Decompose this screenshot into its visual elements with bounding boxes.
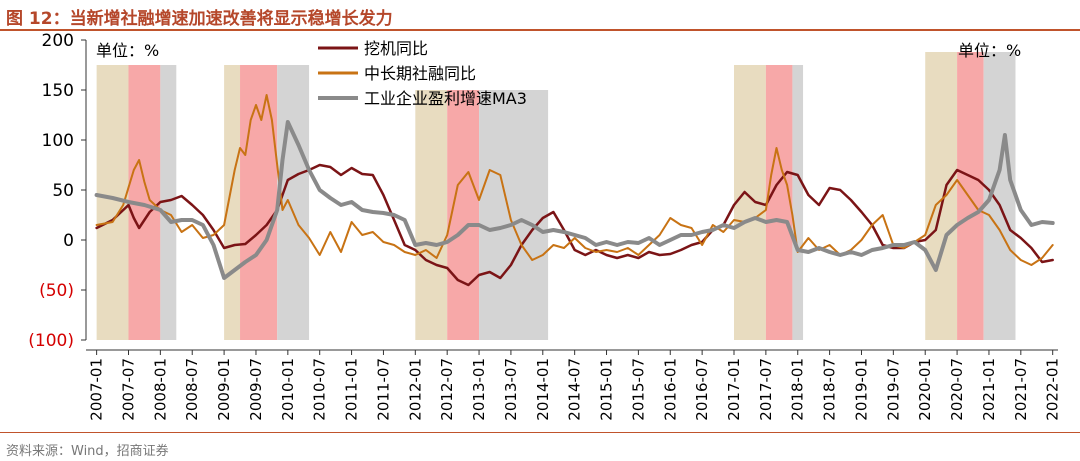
x-tick-label: 2011-07 — [374, 358, 392, 421]
x-tick-label: 2012-07 — [438, 358, 456, 421]
y-tick-label: 200 — [42, 31, 74, 51]
x-tick-label: 2009-07 — [247, 358, 265, 421]
shade-gray-2 — [160, 65, 177, 340]
x-tick-label: 2017-01 — [725, 358, 743, 421]
y-tick-label: 50 — [52, 181, 74, 201]
x-tick-label: 2007-07 — [119, 358, 137, 421]
source-note: 资料来源：Wind，招商证券 — [6, 444, 169, 459]
x-tick-label: 2021-07 — [1012, 358, 1030, 421]
series-line-3 — [94, 120, 1055, 280]
x-tick-labels: 2007-01 2007-07 2008-01 2008-07 2009-01 2009-… — [88, 358, 1062, 421]
x-tick-label: 2018-07 — [821, 358, 839, 421]
x-tick-label: 2019-01 — [852, 358, 870, 421]
shade-beige-6 — [415, 90, 448, 340]
figure-title: 图 12：当新增社融增速加速改善将显示稳增长发力 — [6, 9, 393, 29]
shade-beige-3 — [224, 65, 241, 340]
y-tick-label: 150 — [42, 81, 74, 101]
x-tick-label: 2007-01 — [88, 358, 106, 421]
series-lines — [94, 94, 1055, 287]
x-tick-label: 2014-07 — [566, 358, 584, 421]
x-tick-label: 2012-01 — [406, 358, 424, 421]
line-chart: (100) (50) 0 50 100 150 200 2007-01 2007-07 2008… — [28, 31, 1062, 421]
series-line-2 — [95, 94, 1054, 266]
unit-label-left: 单位：% — [96, 41, 159, 60]
x-tick-label: 2016-01 — [661, 358, 679, 421]
y-tick-label: (50) — [39, 281, 74, 301]
x-tick-label: 2021-01 — [980, 358, 998, 421]
legend-label-1: 挖机同比 — [364, 39, 428, 58]
legend-label-2: 中长期社融同比 — [364, 64, 476, 83]
x-tick-label: 2010-07 — [311, 358, 329, 421]
x-tick-label: 2022-01 — [1044, 358, 1062, 421]
x-tick-label: 2018-01 — [789, 358, 807, 421]
title-rule — [0, 29, 1080, 31]
x-tick-label: 2016-07 — [693, 358, 711, 421]
x-tick-label: 2015-01 — [598, 358, 616, 421]
x-tick-label: 2020-01 — [916, 358, 934, 421]
y-tick-label: 0 — [63, 231, 74, 251]
x-tick-label: 2013-01 — [470, 358, 488, 421]
shaded-periods — [96, 52, 1016, 340]
series-line-1 — [95, 163, 1054, 287]
y-tick-label: (100) — [28, 331, 74, 351]
x-tick-label: 2008-01 — [151, 358, 169, 421]
x-tick-label: 2019-07 — [884, 358, 902, 421]
x-tick-label: 2010-01 — [279, 358, 297, 421]
x-tick-label: 2020-07 — [948, 358, 966, 421]
x-tick-label: 2014-01 — [534, 358, 552, 421]
x-tick-label: 2017-07 — [757, 358, 775, 421]
x-tick-label: 2011-01 — [343, 358, 361, 421]
shade-pink-4 — [240, 65, 278, 340]
source-rule — [0, 432, 1080, 433]
x-tick-label: 2008-07 — [183, 358, 201, 421]
legend-label-3: 工业企业盈利增速MA3 — [364, 89, 527, 108]
shade-pink-7 — [447, 90, 480, 340]
shade-pink-13 — [957, 52, 984, 340]
y-axis: (100) (50) 0 50 100 150 200 — [28, 31, 87, 351]
shade-pink-10 — [765, 65, 793, 340]
x-ticks — [86, 349, 1058, 355]
x-tick-label: 2015-07 — [629, 358, 647, 421]
x-tick-label: 2009-01 — [215, 358, 233, 421]
shade-beige-12 — [925, 52, 958, 340]
y-tick-label: 100 — [42, 131, 74, 151]
x-tick-label: 2013-07 — [502, 358, 520, 421]
shade-gray-8 — [479, 90, 549, 340]
unit-label-right: 单位：% — [958, 41, 1021, 60]
shade-gray-11 — [792, 65, 804, 340]
